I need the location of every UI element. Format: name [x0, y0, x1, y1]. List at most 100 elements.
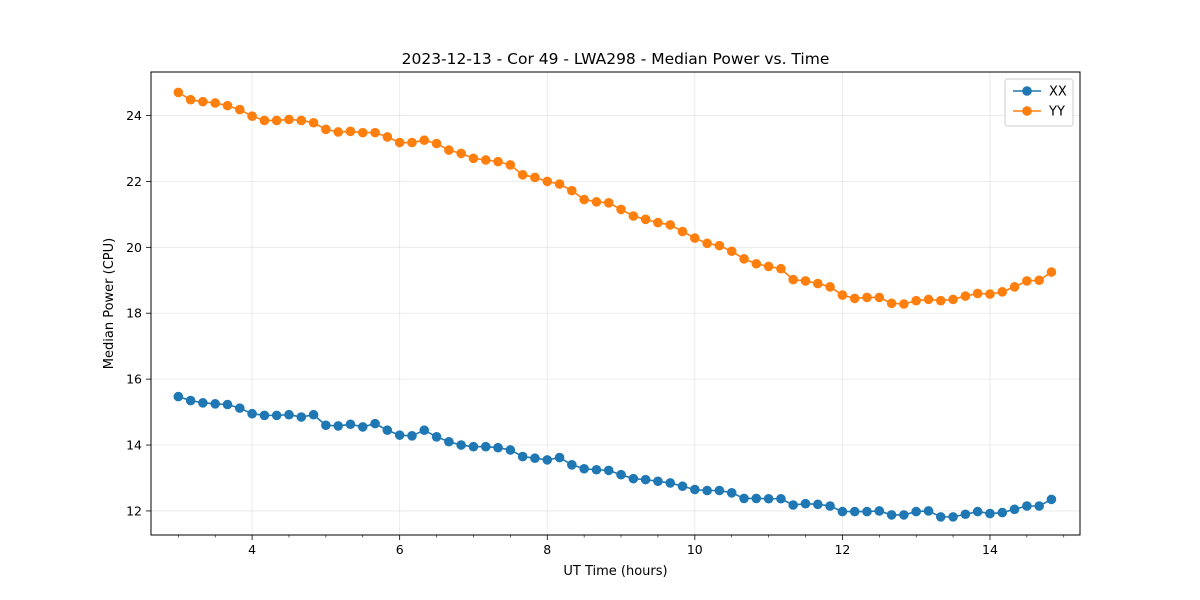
x-tick-label: 8: [543, 542, 551, 557]
data-point-yy: [173, 87, 184, 98]
data-point-yy: [431, 138, 442, 149]
data-point-yy: [444, 145, 454, 155]
data-point-xx: [862, 506, 872, 517]
y-tick-label: 22: [126, 174, 142, 189]
data-point-yy: [862, 292, 872, 303]
data-point-yy: [333, 127, 344, 137]
data-point-xx: [394, 430, 405, 440]
data-point-xx: [591, 464, 602, 475]
data-point-xx: [886, 510, 897, 520]
data-point-yy: [234, 104, 245, 115]
data-point-yy: [972, 288, 983, 299]
data-point-yy: [185, 94, 196, 105]
data-point-yy: [247, 111, 257, 121]
data-point-xx: [923, 506, 934, 516]
data-point-xx: [985, 508, 995, 519]
data-point-yy: [935, 295, 946, 306]
data-point-xx: [480, 441, 491, 452]
data-point-xx: [419, 425, 430, 436]
data-point-yy: [210, 98, 220, 108]
data-point-xx: [874, 506, 885, 516]
data-point-xx: [357, 422, 368, 432]
x-tick-label: 10: [687, 542, 703, 557]
data-point-xx: [444, 436, 454, 447]
data-point-xx: [899, 510, 909, 520]
data-point-yy: [690, 233, 700, 243]
data-point-yy: [530, 172, 540, 183]
data-point-yy: [960, 291, 971, 301]
data-point-yy: [886, 298, 897, 309]
data-point-yy: [271, 115, 282, 126]
data-point-yy: [370, 127, 380, 138]
data-point-xx: [579, 463, 589, 474]
legend-label-xx: XX: [1049, 85, 1067, 100]
data-point-xx: [456, 440, 466, 450]
data-point-xx: [1034, 501, 1044, 511]
data-point-yy: [726, 246, 737, 257]
data-point-xx: [935, 512, 946, 522]
data-point-xx: [493, 442, 503, 453]
data-point-xx: [407, 431, 417, 441]
legend-label-yy: YY: [1048, 105, 1065, 120]
y-tick-label: 20: [126, 240, 142, 255]
y-axis-label: Median Power (CPU): [102, 238, 117, 369]
data-point-yy: [923, 294, 934, 305]
plot-frame: [150, 71, 1081, 536]
data-point-yy: [259, 115, 270, 126]
x-tick-label: 12: [834, 542, 850, 557]
data-point-yy: [284, 114, 294, 125]
data-point-yy: [567, 185, 577, 196]
data-point-yy: [591, 197, 602, 207]
data-point-yy: [788, 274, 798, 285]
data-point-yy: [517, 170, 528, 180]
data-point-xx: [714, 485, 725, 496]
x-tick-label: 6: [396, 542, 404, 557]
data-point-xx: [382, 425, 393, 436]
data-point-xx: [542, 455, 553, 465]
data-point-xx: [911, 506, 921, 517]
data-point-yy: [308, 117, 319, 128]
data-point-yy: [899, 299, 909, 309]
data-point-xx: [567, 460, 577, 470]
data-point-xx: [739, 493, 749, 504]
data-point-xx: [185, 395, 196, 406]
data-point-xx: [1046, 494, 1057, 505]
legend-marker-yy: [1022, 106, 1032, 116]
data-point-yy: [1022, 276, 1032, 286]
data-point-xx: [210, 399, 220, 409]
data-point-yy: [603, 198, 614, 208]
data-point-yy: [542, 176, 553, 187]
data-point-xx: [751, 493, 762, 504]
y-tick-label: 14: [126, 438, 142, 453]
data-point-yy: [493, 156, 503, 167]
data-point-yy: [739, 254, 749, 264]
data-point-yy: [1046, 267, 1057, 277]
data-point-xx: [198, 398, 208, 408]
y-tick-label: 24: [126, 108, 142, 123]
data-point-yy: [616, 204, 626, 215]
data-point-xx: [321, 420, 331, 431]
data-point-xx: [1022, 501, 1032, 511]
data-point-xx: [997, 507, 1008, 518]
data-point-xx: [370, 418, 380, 429]
data-point-xx: [665, 478, 676, 488]
data-point-xx: [628, 473, 639, 484]
data-point-yy: [480, 155, 491, 165]
data-point-xx: [972, 506, 983, 517]
data-point-yy: [776, 263, 786, 274]
data-point-xx: [800, 498, 811, 509]
x-axis-label: UT Time (hours): [563, 564, 667, 579]
data-point-yy: [653, 217, 663, 228]
data-point-xx: [960, 509, 971, 520]
data-point-yy: [296, 115, 307, 126]
data-point-xx: [247, 408, 257, 419]
chart-title: 2023-12-13 - Cor 49 - LWA298 - Median Po…: [402, 50, 830, 68]
data-point-yy: [763, 261, 774, 272]
data-point-xx: [345, 419, 356, 430]
data-point-yy: [702, 238, 712, 249]
data-point-yy: [948, 294, 958, 305]
data-point-yy: [382, 132, 393, 142]
data-point-xx: [825, 501, 835, 511]
data-point-yy: [1034, 275, 1044, 286]
